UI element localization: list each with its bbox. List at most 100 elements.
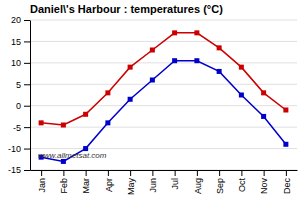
tick-label: May [126, 178, 136, 196]
grid-line [30, 127, 297, 128]
axis-line [31, 170, 298, 171]
line [41, 33, 286, 125]
tick: 5 [16, 80, 30, 90]
chart: -15 -10 -5 0 5 10 15 20 Jan Feb Mar Apr May Jun Jul Aug… [0, 0, 305, 200]
tick-label: Oct [237, 178, 247, 193]
tick-label: -15 [8, 165, 21, 175]
tick-mark [24, 41, 30, 42]
tick-label: -5 [13, 123, 21, 133]
marker [283, 142, 288, 147]
markers [39, 30, 289, 127]
tick: Jul [170, 170, 180, 190]
grid [30, 20, 297, 170]
tick: Jun [148, 170, 158, 193]
tick-label: 5 [16, 80, 21, 90]
marker [194, 58, 199, 63]
markers [39, 58, 289, 164]
axis-line [30, 21, 31, 171]
marker [261, 90, 266, 95]
tick-label: Dec [282, 178, 292, 195]
tick-mark [41, 170, 42, 176]
tick-label: Apr [104, 178, 114, 192]
tick: Aug [193, 170, 203, 194]
tick: Oct [237, 170, 247, 192]
tick-mark [175, 170, 176, 176]
tick-label: 10 [11, 58, 21, 68]
tick-mark [264, 170, 265, 176]
tick: -10 [8, 144, 30, 154]
tick-mark [86, 170, 87, 176]
tick-mark [152, 170, 153, 176]
tick-label: 20 [11, 15, 21, 25]
tick-mark [130, 170, 131, 176]
line [41, 61, 286, 162]
tick-mark [24, 106, 30, 107]
tick: 10 [11, 58, 30, 68]
tick: -5 [13, 123, 30, 133]
marker [128, 65, 133, 70]
marker [172, 30, 177, 35]
marker [194, 30, 199, 35]
marker [105, 90, 110, 95]
tick: May [126, 170, 136, 195]
tick-label: Mar [81, 178, 91, 194]
marker [61, 123, 66, 128]
tick-mark [286, 170, 287, 176]
marker [217, 69, 222, 74]
marker [239, 65, 244, 70]
tick: Apr [104, 170, 114, 192]
grid-line [30, 170, 297, 171]
tick-mark [24, 63, 30, 64]
tick-label: Jan [37, 178, 47, 193]
marker [172, 58, 177, 63]
marker [39, 120, 44, 125]
marker [283, 108, 288, 113]
tick: Dec [282, 170, 292, 194]
grid-line [30, 20, 297, 21]
tick-label: Jul [170, 178, 180, 190]
x-axis: Jan Feb Mar Apr May Jun Jul Aug Sep Oct Nov Dec [31, 170, 298, 195]
tick-label: Feb [59, 178, 69, 194]
marker [128, 97, 133, 102]
tick-label: Jun [148, 178, 158, 193]
tick: 15 [11, 37, 30, 47]
tick: Jan [37, 170, 47, 193]
tick-mark [24, 170, 30, 171]
tick-label: 15 [11, 37, 21, 47]
tick-label: -10 [8, 144, 21, 154]
marker [105, 120, 110, 125]
marker [239, 93, 244, 98]
tick-label: 0 [16, 101, 21, 111]
tick-mark [63, 170, 64, 176]
marker [150, 78, 155, 83]
grid-line [30, 62, 297, 63]
tick-mark [24, 149, 30, 150]
tick-label: Aug [193, 178, 203, 194]
annotation: www.allmetsat.com [38, 151, 107, 160]
marker [261, 114, 266, 119]
marker [83, 112, 88, 117]
marker [217, 45, 222, 50]
grid-line [30, 105, 297, 106]
tick-label: Sep [215, 178, 225, 194]
tick-mark [24, 127, 30, 128]
tick: 0 [16, 101, 30, 111]
y-axis: -15 -10 -5 0 5 10 15 20 [8, 15, 31, 175]
grid-line [30, 148, 297, 149]
tick: 20 [11, 15, 30, 25]
tick-label: Nov [259, 178, 269, 195]
marker [150, 48, 155, 53]
tick-mark [241, 170, 242, 176]
tick: Nov [259, 170, 269, 194]
tick-mark [197, 170, 198, 176]
tick-mark [24, 84, 30, 85]
tick: Sep [215, 170, 225, 194]
tick-mark [108, 170, 109, 176]
title: Daniel\'s Harbour : temperatures (°C) [30, 3, 223, 15]
tick-mark [24, 20, 30, 21]
plot-area [39, 30, 289, 164]
tick: -15 [8, 165, 30, 175]
tick: Feb [59, 170, 69, 194]
tick: Mar [81, 170, 91, 194]
tick-mark [219, 170, 220, 176]
